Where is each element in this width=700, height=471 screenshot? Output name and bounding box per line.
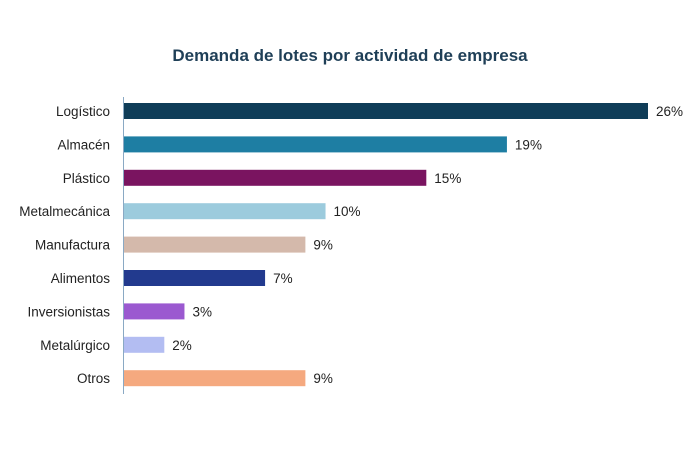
value-label: 7% <box>273 271 293 286</box>
bars-group: Logístico 26% Almacén 19% Plástico 15% Metalme… <box>19 103 683 387</box>
value-label: 10% <box>334 204 361 219</box>
value-label: 9% <box>313 238 333 253</box>
bar <box>124 103 648 119</box>
category-label: Otros <box>77 371 110 386</box>
bar <box>124 370 306 387</box>
category-label: Metalúrgico <box>40 338 110 353</box>
category-label: Manufactura <box>35 238 111 253</box>
bar <box>124 336 165 353</box>
value-label: 15% <box>434 171 461 186</box>
category-label: Metalmecánica <box>19 204 110 219</box>
value-label: 2% <box>172 338 192 353</box>
chart-title: Demanda de lotes por actividad de empres… <box>172 46 528 65</box>
category-label: Logístico <box>56 104 110 119</box>
bar <box>124 203 326 220</box>
bar <box>124 136 507 153</box>
value-label: 9% <box>313 371 333 386</box>
value-label: 26% <box>656 104 683 119</box>
category-label: Almacén <box>57 137 110 152</box>
category-label: Plástico <box>63 171 110 186</box>
bar <box>124 236 306 253</box>
bar <box>124 303 185 320</box>
bar <box>124 270 266 286</box>
category-label: Inversionistas <box>27 304 110 319</box>
bar <box>124 169 427 186</box>
value-label: 19% <box>515 137 542 152</box>
category-label: Alimentos <box>51 271 111 286</box>
value-label: 3% <box>192 304 212 319</box>
